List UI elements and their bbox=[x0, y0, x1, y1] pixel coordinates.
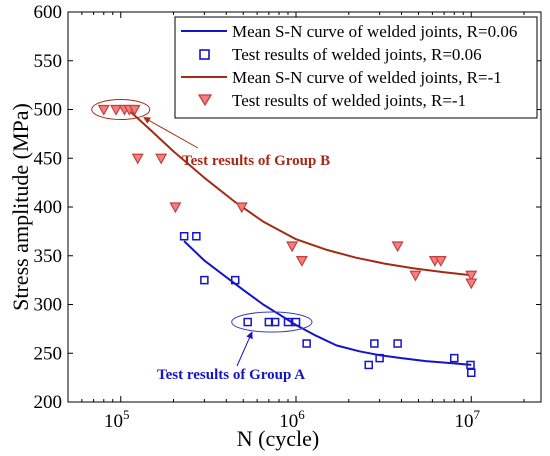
y-tick-label: 550 bbox=[34, 51, 63, 72]
data-point-square bbox=[200, 275, 209, 285]
data-point-triangle bbox=[286, 241, 299, 253]
data-point-square bbox=[179, 232, 189, 241]
data-point-square bbox=[393, 339, 402, 348]
x-axis-label: N (cycle) bbox=[237, 426, 319, 451]
legend-swatch-square-marker bbox=[199, 49, 210, 60]
data-point-square bbox=[291, 317, 301, 327]
y-tick-label: 500 bbox=[34, 100, 63, 121]
data-point-triangle bbox=[97, 104, 110, 116]
legend-label: Test results of welded joints, R=0.06 bbox=[232, 45, 482, 64]
data-point-triangle bbox=[391, 241, 404, 253]
data-point-square bbox=[243, 317, 252, 327]
x-tick-label: 107 bbox=[455, 407, 481, 432]
legend-entry-2: Mean S-N curve of welded joints, R=-1 bbox=[181, 68, 502, 87]
data-point-triangle bbox=[131, 153, 144, 165]
group-a-ellipse bbox=[231, 311, 313, 333]
legend-entry-3: Test results of welded joints, R=-1 bbox=[197, 91, 466, 110]
data-point-square bbox=[466, 360, 475, 370]
annotation-layer: Test results of Group B Test results of G… bbox=[91, 99, 330, 383]
y-tick-label: 400 bbox=[34, 197, 63, 218]
legend-entry-1: Test results of welded joints, R=0.06 bbox=[199, 45, 482, 64]
data-point-square bbox=[302, 339, 311, 348]
data-point-square bbox=[270, 317, 280, 327]
legend-label: Test results of welded joints, R=-1 bbox=[232, 91, 466, 110]
legend-label: Mean S-N curve of welded joints, R=0.06 bbox=[232, 22, 517, 41]
data-point-square bbox=[450, 353, 459, 363]
data-point-triangle bbox=[295, 256, 308, 267]
y-tick-label: 450 bbox=[34, 148, 63, 169]
data-point-triangle bbox=[110, 104, 123, 116]
group-a-label: Test results of Group A bbox=[157, 367, 305, 383]
legend-swatch-triangle-marker bbox=[197, 94, 213, 107]
y-tick-label: 300 bbox=[34, 295, 63, 316]
data-point-triangle bbox=[169, 202, 182, 214]
plot-data-layer bbox=[97, 104, 478, 377]
group-b-label: Test results of Group B bbox=[182, 153, 330, 169]
data-point-triangle bbox=[465, 270, 478, 282]
data-point-triangle bbox=[155, 153, 168, 165]
y-tick-label: 350 bbox=[34, 246, 63, 267]
y-tick-label: 200 bbox=[34, 392, 63, 413]
data-point-triangle bbox=[434, 256, 447, 267]
y-axis-label: Stress amplitude (MPa) bbox=[8, 103, 33, 311]
group-a-arrow bbox=[236, 331, 253, 367]
data-point-square bbox=[283, 317, 293, 327]
y-tick-label: 250 bbox=[34, 343, 63, 364]
data-point-square bbox=[375, 353, 384, 363]
legend-entry-0: Mean S-N curve of welded joints, R=0.06 bbox=[181, 22, 517, 41]
group-b-ellipse bbox=[91, 99, 151, 120]
data-point-triangle bbox=[235, 202, 248, 214]
data-point-square bbox=[364, 360, 373, 370]
data-point-square bbox=[230, 275, 240, 285]
data-point-triangle bbox=[465, 278, 478, 290]
legend-box bbox=[174, 16, 538, 119]
group-b-arrow bbox=[143, 117, 199, 149]
legend-label: Mean S-N curve of welded joints, R=-1 bbox=[232, 68, 502, 87]
legend: Mean S-N curve of welded joints, R=0.06 … bbox=[174, 16, 538, 119]
y-tick-label: 600 bbox=[34, 2, 63, 23]
data-point-square bbox=[192, 232, 201, 241]
series-line-2 bbox=[127, 108, 472, 277]
data-point-triangle bbox=[128, 104, 141, 116]
data-point-triangle bbox=[409, 270, 422, 282]
data-point-square bbox=[370, 339, 379, 348]
data-point-square bbox=[467, 368, 476, 377]
